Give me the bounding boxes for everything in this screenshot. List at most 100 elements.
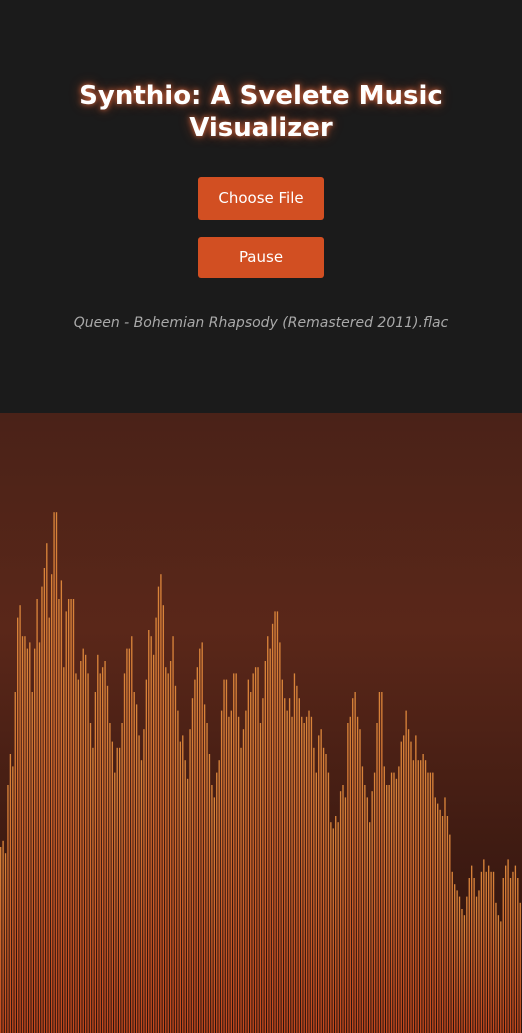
frequency-bar [41,586,43,1033]
frequency-bar [2,840,4,1033]
frequency-bar [354,692,356,1033]
frequency-bar [264,661,266,1033]
frequency-bar [437,803,439,1033]
frequency-bar [65,611,67,1033]
frequency-bar [509,878,512,1033]
frequency-bar [410,741,412,1033]
frequency-bar [335,816,337,1033]
frequency-bar [461,909,463,1033]
frequency-bar [225,679,228,1033]
pause-button[interactable]: Pause [198,237,324,278]
frequency-bar [46,543,48,1033]
frequency-bar [33,648,36,1033]
frequency-bar [485,871,487,1033]
frequency-bar [412,760,415,1033]
frequency-bar [126,648,128,1033]
frequency-bar [517,878,519,1033]
frequency-bar [497,915,500,1033]
frequency-bar [352,698,354,1033]
frequency-bar [332,828,334,1033]
frequency-bar [247,679,249,1033]
frequency-bar [55,512,58,1033]
frequency-bar [269,648,271,1033]
frequency-bar [257,667,259,1033]
frequency-bar [471,865,473,1033]
frequency-bar [177,710,179,1033]
frequency-bar [31,692,33,1033]
audio-visualizer [0,413,522,1033]
frequency-bar [92,747,94,1033]
frequency-bar [347,723,349,1033]
frequency-bar [369,822,371,1033]
frequency-bar [468,878,470,1033]
frequency-bar [138,735,140,1033]
frequency-bar [14,692,16,1033]
frequency-bar [9,754,12,1033]
frequency-bar [361,766,364,1033]
frequency-bar [43,568,46,1033]
frequency-bar [53,512,55,1033]
frequency-bar [473,878,475,1033]
frequency-bar [84,654,87,1033]
frequency-bar [111,741,114,1033]
frequency-bar [281,679,283,1033]
frequency-bar [235,673,237,1033]
frequency-bar [495,902,497,1033]
frequency-bar [143,729,145,1033]
frequency-bar [371,791,373,1033]
frequency-bar [150,636,152,1033]
frequency-bar [492,871,495,1033]
frequency-bar [157,586,160,1033]
choose-file-button[interactable]: Choose File [198,177,324,220]
frequency-bar [483,859,485,1033]
frequency-bar [228,716,230,1033]
frequency-bar [463,915,466,1033]
frequency-bar [145,679,148,1033]
frequency-bar [405,710,407,1033]
frequency-bar [58,599,60,1033]
frequency-bar [191,698,194,1033]
frequency-bar [342,785,344,1033]
frequency-bars [0,512,521,1033]
frequency-bar [208,754,211,1033]
page-title: Synthio: A Svelete Music Visualizer [79,81,443,143]
frequency-bar [298,698,300,1033]
frequency-bar [284,698,286,1033]
frequency-bar [162,605,165,1033]
frequency-bar [201,642,203,1033]
frequency-bar [308,710,310,1033]
frequency-bar [118,747,121,1033]
frequency-bar [252,673,254,1033]
frequency-bar [502,878,504,1033]
frequency-bar [240,747,242,1033]
frequency-bar [378,692,381,1033]
frequency-bar [271,623,274,1033]
frequency-bar [434,797,436,1033]
frequency-bar [75,673,77,1033]
frequency-bar [274,611,276,1033]
frequency-bar [286,710,288,1033]
frequency-bar [218,760,220,1033]
frequency-bar [344,797,347,1033]
frequency-bar [403,735,405,1033]
frequency-bar [301,716,303,1033]
frequency-bar [70,599,72,1033]
frequency-bar [466,896,468,1033]
frequency-bar [505,865,507,1033]
frequency-bar [478,890,480,1033]
frequency-bar [383,766,385,1033]
frequency-bar [12,766,14,1033]
frequency-bar [165,667,167,1033]
frequency-bar [296,685,298,1033]
frequency-bar [242,729,245,1033]
frequency-bar [400,741,402,1033]
frequency-bar [67,599,70,1033]
frequency-bar [259,723,262,1033]
frequency-bar [276,611,279,1033]
frequency-bar [245,710,247,1033]
frequency-bar [449,834,451,1033]
frequency-bar [305,716,308,1033]
frequency-bar [420,760,422,1033]
frequency-bar [519,902,521,1033]
header-panel: Synthio: A Svelete Music Visualizer Choo… [0,0,522,413]
